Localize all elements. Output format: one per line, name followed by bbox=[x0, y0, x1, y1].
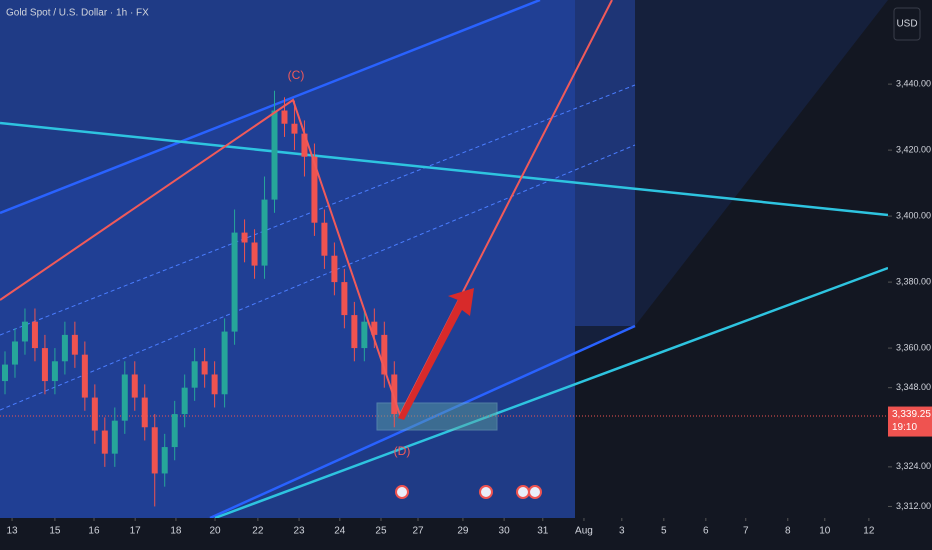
chart-title: Gold Spot / U.S. Dollar · 1h · FX bbox=[6, 8, 149, 19]
candle-body bbox=[1, 364, 8, 382]
candle-body bbox=[141, 397, 148, 428]
candle-body bbox=[151, 427, 158, 474]
current-price-label: 3,339.25 bbox=[892, 409, 931, 420]
candle-body bbox=[11, 341, 18, 365]
trend-line bbox=[0, 121, 889, 217]
candle-body bbox=[301, 133, 308, 157]
candle-body bbox=[261, 199, 268, 266]
x-tick-label: 10 bbox=[819, 526, 831, 537]
x-tick-label: 22 bbox=[252, 526, 264, 537]
channel-mid bbox=[0, 84, 636, 336]
y-tick-label: 3,440.00 bbox=[896, 79, 931, 89]
x-tick-label: 17 bbox=[130, 526, 142, 537]
event-icons bbox=[395, 485, 542, 499]
x-tick-label: 8 bbox=[785, 526, 791, 537]
candle-body bbox=[81, 354, 88, 398]
x-tick-label: 24 bbox=[334, 526, 346, 537]
candle-body bbox=[181, 387, 188, 415]
candle-body bbox=[21, 321, 28, 342]
x-tick-label: 31 bbox=[537, 526, 549, 537]
y-tick-label: 3,360.00 bbox=[896, 342, 931, 352]
price-axis bbox=[888, 0, 932, 550]
candle-body bbox=[281, 110, 288, 124]
candle-body bbox=[331, 255, 338, 283]
x-tick-label: 15 bbox=[49, 526, 61, 537]
x-tick-label: 18 bbox=[170, 526, 182, 537]
arrow bbox=[398, 288, 474, 420]
candle-body bbox=[321, 222, 328, 256]
x-tick-label: 12 bbox=[863, 526, 875, 537]
candle-body bbox=[61, 334, 68, 362]
currency: USD bbox=[896, 19, 917, 30]
candle-body bbox=[31, 321, 38, 349]
candle-body bbox=[351, 315, 358, 349]
x-tick-label: 23 bbox=[293, 526, 305, 537]
candle-body bbox=[111, 420, 118, 454]
y-tick-label: 3,420.00 bbox=[896, 144, 931, 154]
candle-body bbox=[371, 321, 378, 335]
candle-body bbox=[251, 242, 258, 266]
candle-body bbox=[311, 156, 318, 223]
candle-body bbox=[291, 123, 298, 134]
x-tick-label: 20 bbox=[209, 526, 221, 537]
wave-line bbox=[0, 0, 613, 418]
x-tick-label: 7 bbox=[743, 526, 749, 537]
channel-mid bbox=[0, 144, 636, 411]
y-tick-label: 3,380.00 bbox=[896, 276, 931, 286]
trend-line bbox=[214, 266, 889, 520]
channel-bottom bbox=[209, 324, 636, 520]
candle-body bbox=[221, 331, 228, 395]
x-tick-label: 25 bbox=[375, 526, 387, 537]
candle-body bbox=[91, 397, 98, 431]
candle-body bbox=[341, 282, 348, 316]
candle-body bbox=[51, 361, 58, 382]
y-tick-label: 3,348.00 bbox=[896, 382, 931, 392]
candle-body bbox=[101, 430, 108, 454]
candle-body bbox=[241, 232, 248, 243]
y-tick-label: 3,312.00 bbox=[896, 501, 931, 511]
x-tick-label: 6 bbox=[703, 526, 709, 537]
candle-body bbox=[381, 334, 388, 375]
x-tick-label: 5 bbox=[661, 526, 667, 537]
candle-body bbox=[271, 110, 278, 200]
candle-body bbox=[121, 374, 128, 421]
annotation: (C) bbox=[288, 68, 305, 82]
x-tick-label: 13 bbox=[6, 526, 18, 537]
y-tick-label: 3,400.00 bbox=[896, 210, 931, 220]
x-tick-label: 3 bbox=[619, 526, 625, 537]
x-tick-label: 27 bbox=[412, 526, 424, 537]
current-price-box bbox=[888, 406, 932, 437]
candle-body bbox=[171, 414, 178, 448]
y-tick-label: 3,324.00 bbox=[896, 461, 931, 471]
candle-body bbox=[131, 374, 138, 398]
candle-body bbox=[161, 447, 168, 474]
candle-body bbox=[201, 361, 208, 375]
candle-body bbox=[191, 361, 198, 388]
candle-body bbox=[71, 334, 78, 355]
x-tick-label: Aug bbox=[575, 526, 593, 537]
candle-body bbox=[211, 374, 218, 395]
time-axis bbox=[0, 518, 888, 550]
x-tick-label: 29 bbox=[457, 526, 469, 537]
candle-body bbox=[41, 348, 48, 382]
candle-body bbox=[361, 321, 368, 349]
x-tick-label: 16 bbox=[88, 526, 100, 537]
candle-body bbox=[231, 232, 238, 332]
channel-top bbox=[0, 0, 541, 215]
currency-box bbox=[893, 7, 921, 41]
x-tick-label: 30 bbox=[499, 526, 511, 537]
countdown: 19:10 bbox=[892, 422, 917, 433]
annotation: (D) bbox=[394, 444, 411, 458]
candle-body bbox=[391, 374, 398, 415]
